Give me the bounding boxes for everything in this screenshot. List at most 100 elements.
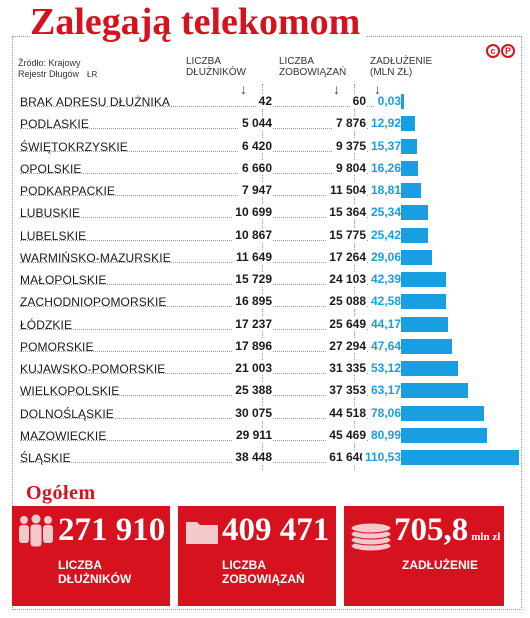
row-leader-dots (20, 350, 392, 352)
region-name: ŚWIĘTOKRZYSKIE (20, 139, 128, 154)
region-name: ŁÓDZKIE (20, 317, 73, 332)
debtors-count: 21 003 (232, 361, 272, 375)
debt-value-label: 110,53 (361, 450, 401, 464)
table-row: MAŁOPOLSKIE 15 729 24 103 42,39 (16, 270, 526, 290)
table-row: ŚWIĘTOKRZYSKIE 6 420 9 375 15,37 (16, 137, 526, 157)
header-debt: ZADŁUŻENIE (MLN ZŁ) ↓ (370, 56, 432, 96)
obligations-count: 25 088 (326, 294, 366, 309)
table-row: ZACHODNIOPOMORSKIE 16 895 25 088 42,58 (16, 292, 526, 312)
obligations-count: 61 640 (326, 450, 366, 464)
row-leader-dots (20, 106, 392, 107)
region-name: OPOLSKIE (20, 161, 82, 176)
debt-bar (401, 427, 488, 443)
logo-mark-p: P (501, 44, 515, 58)
debt-value-label: 18,81 (367, 183, 401, 197)
debt-bar (401, 294, 447, 310)
obligations-count: 31 335 (326, 361, 366, 375)
table-row: LUBUSKIE 10 699 15 364 25,34 (16, 203, 526, 223)
debt-value-label: 78,06 (367, 405, 401, 420)
total-debtors-box: 271 910 LICZBA DŁUŻNIKÓW (12, 506, 170, 606)
debtors-count: 17 896 (232, 338, 272, 353)
row-leader-dots (20, 462, 392, 463)
debt-value-label: 25,34 (367, 205, 401, 220)
row-leader-dots (20, 284, 392, 285)
obligations-count: 37 353 (326, 383, 366, 398)
debt-value-label: 29,06 (367, 249, 401, 264)
source-note: Źródło: Krajowy Rejestr Długów ŁR (18, 58, 97, 80)
debt-bar (401, 249, 433, 265)
debt-value-label: 63,17 (367, 383, 401, 398)
logo-mark-c: c (486, 44, 500, 58)
obligations-count: 15 364 (326, 205, 366, 220)
row-leader-dots (20, 439, 392, 441)
obligations-count: 15 775 (326, 227, 366, 242)
row-leader-dots (20, 306, 392, 308)
region-name: PODLASKIE (20, 117, 89, 132)
header-debt-line2: (MLN ZŁ) (370, 67, 413, 78)
debt-bar (401, 316, 449, 332)
down-arrow-icon: ↓ (374, 81, 381, 97)
region-name: KUJAWSKO-POMORSKIE (20, 362, 166, 376)
total-obligations-label-2: ZOBOWIĄZAŃ (222, 572, 305, 586)
total-debtors-label-1: LICZBA (58, 558, 102, 572)
debt-value-label: 12,92 (367, 116, 401, 131)
source-line-2: Rejestr Długów (18, 69, 80, 79)
obligations-count: 17 264 (326, 249, 366, 264)
total-debt-unit: mln zł (471, 531, 501, 543)
header-debt-line1: ZADŁUŻENIE (370, 56, 433, 67)
debt-bar (401, 227, 429, 243)
debtors-count: 38 448 (232, 450, 272, 464)
total-debt-box: 705,8 mln zł ZADŁUŻENIE (344, 506, 504, 606)
debt-value-label: 0,03 (374, 94, 401, 108)
total-obligations-value: 409 471 (222, 512, 330, 548)
table-row: BRAK ADRESU DŁUŻNIKA 42 60 0,03 (16, 92, 526, 112)
obligations-count: 27 294 (326, 338, 366, 353)
total-debt-number: 705,8 (394, 512, 469, 548)
row-leader-dots (20, 150, 392, 152)
debtors-count: 30 075 (232, 405, 272, 420)
obligations-count: 60 (349, 94, 366, 108)
header-obligations: LICZBA ZOBOWIĄZAŃ ↓ (279, 56, 346, 96)
total-debtors-label-2: DŁUŻNIKÓW (58, 572, 132, 586)
row-leader-dots (20, 417, 392, 419)
page-title: Zalegają telekomom (30, 2, 367, 42)
debt-bar (401, 205, 429, 221)
total-debtors-label: LICZBA DŁUŻNIKÓW (58, 558, 131, 586)
region-name: BRAK ADRESU DŁUŻNIKA (20, 95, 171, 109)
debt-value-label: 15,37 (367, 138, 401, 153)
obligations-count: 9 804 (332, 160, 366, 175)
coins-icon (350, 522, 392, 552)
debt-bar (401, 338, 452, 354)
debtors-count: 6 420 (238, 138, 272, 153)
debt-value-label: 53,12 (367, 361, 401, 375)
row-leader-dots (20, 328, 392, 330)
debt-bar (401, 183, 422, 198)
table-row: ŁÓDZKIE 17 237 25 649 44,17 (16, 315, 526, 335)
debtors-count: 15 729 (232, 272, 272, 286)
debt-bar (401, 405, 485, 421)
header-debtors: LICZBA DŁUŻNIKÓW ↓ (186, 56, 247, 96)
header-debtors-line2: DŁUŻNIKÓW (186, 67, 246, 78)
region-name: WIELKOPOLSKIE (20, 384, 120, 399)
region-name: WARMIŃSKO-MAZURSKIE (20, 250, 171, 265)
row-leader-dots (20, 195, 392, 196)
region-name: DOLNOŚLĄSKIE (20, 406, 114, 421)
table-row: POMORSKIE 17 896 27 294 47,64 (16, 337, 526, 357)
table-row: MAZOWIECKIE 29 911 45 469 80,99 (16, 426, 526, 446)
table-row: PODLASKIE 5 044 7 876 12,92 (16, 114, 526, 134)
table-row: PODKARPACKIE 7 947 11 504 18,81 (16, 181, 526, 201)
row-leader-dots (20, 261, 392, 263)
debt-value-label: 25,42 (367, 227, 401, 242)
table-row: OPOLSKIE 6 660 9 804 16,26 (16, 159, 526, 179)
debt-value-label: 42,39 (367, 272, 401, 286)
totals-title: Ogółem (22, 482, 100, 505)
debtors-count: 17 237 (232, 316, 272, 331)
total-debt-label: ZADŁUŻENIE (402, 558, 478, 572)
people-icon (19, 514, 53, 547)
row-leader-dots (20, 373, 392, 374)
debt-value-label: 42,58 (367, 294, 401, 309)
debtors-count: 10 867 (232, 227, 272, 242)
obligations-count: 11 504 (326, 183, 366, 197)
table-row: WIELKOPOLSKIE 25 388 37 353 63,17 (16, 381, 526, 401)
